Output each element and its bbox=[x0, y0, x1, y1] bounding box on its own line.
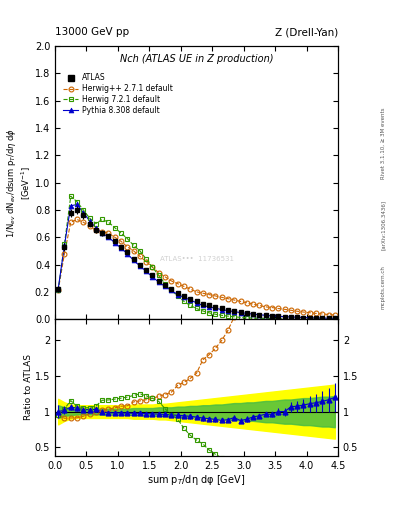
Y-axis label: Ratio to ATLAS: Ratio to ATLAS bbox=[24, 354, 33, 420]
Text: Rivet 3.1.10, ≥ 3M events: Rivet 3.1.10, ≥ 3M events bbox=[381, 108, 386, 179]
Y-axis label: 1/N$_{ev}$ dN$_{ev}$/dsum p$_T$/d$\eta$ d$\phi$
[GeV$^{-1}$]: 1/N$_{ev}$ dN$_{ev}$/dsum p$_T$/d$\eta$ … bbox=[5, 127, 33, 238]
Text: mcplots.cern.ch: mcplots.cern.ch bbox=[381, 265, 386, 309]
Text: 13000 GeV pp: 13000 GeV pp bbox=[55, 27, 129, 37]
Text: [arXiv:1306.3436]: [arXiv:1306.3436] bbox=[381, 200, 386, 250]
Text: ATLAS•••  11736531: ATLAS••• 11736531 bbox=[160, 256, 233, 262]
Legend: ATLAS, Herwig++ 2.7.1 default, Herwig 7.2.1 default, Pythia 8.308 default: ATLAS, Herwig++ 2.7.1 default, Herwig 7.… bbox=[62, 72, 174, 117]
Text: Nch (ATLAS UE in Z production): Nch (ATLAS UE in Z production) bbox=[120, 54, 273, 65]
X-axis label: sum p$_T$/dη dφ [GeV]: sum p$_T$/dη dφ [GeV] bbox=[147, 473, 246, 487]
Text: Z (Drell-Yan): Z (Drell-Yan) bbox=[275, 27, 338, 37]
